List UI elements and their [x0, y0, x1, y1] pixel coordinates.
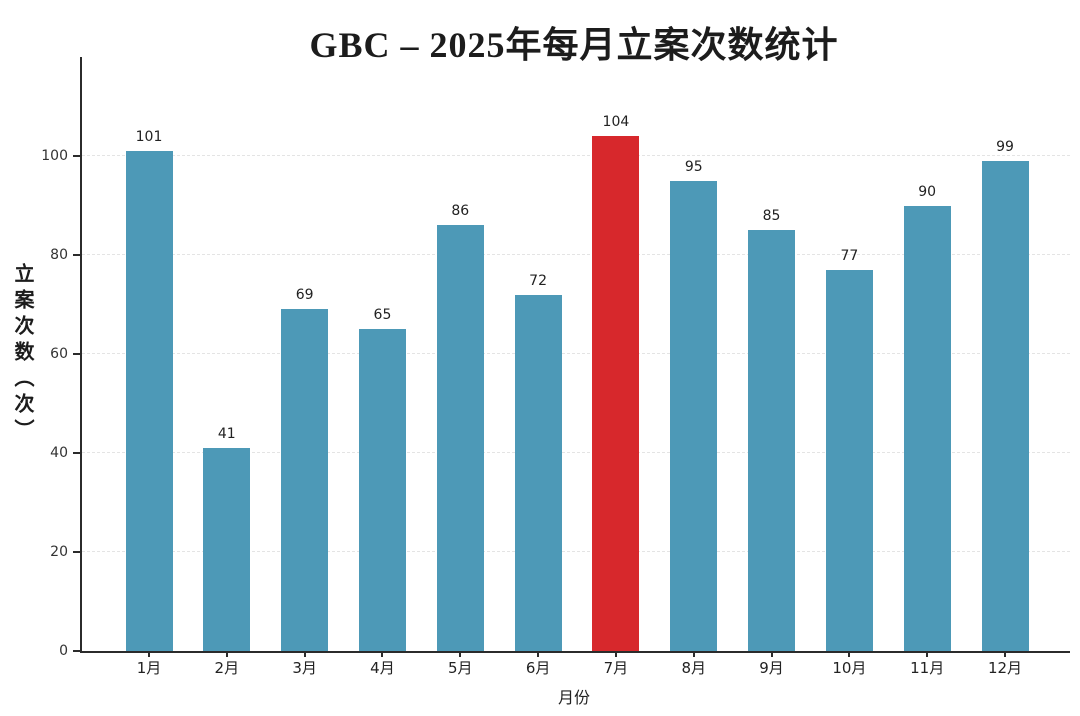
x-tick-mark [537, 651, 540, 657]
bar-value-label: 72 [529, 272, 547, 289]
gridline [82, 155, 1070, 156]
bar-value-label: 86 [451, 203, 470, 220]
y-tick-mark [73, 452, 80, 454]
bar-value-label: 77 [840, 247, 859, 264]
bar-2月 [203, 448, 251, 651]
x-tick-label: 5月 [447, 659, 473, 677]
y-tick-label: 20 [50, 544, 68, 560]
x-tick-label: 6月 [525, 659, 551, 677]
bar-value-label: 41 [217, 426, 236, 443]
bar-value-label: 99 [996, 138, 1014, 155]
x-tick-label: 10月 [832, 659, 867, 677]
bar-1月 [125, 151, 173, 651]
y-tick-label: 80 [50, 247, 68, 263]
bar-value-label: 69 [295, 287, 314, 304]
y-tick-mark [73, 551, 80, 553]
bar-value-label: 65 [373, 307, 392, 324]
x-tick-label: 12月 [987, 659, 1023, 677]
x-tick-mark [225, 651, 228, 657]
bar-value-label: 95 [684, 158, 703, 175]
x-tick-mark [459, 651, 462, 657]
bar-4月 [358, 329, 406, 651]
x-tick-mark [1004, 651, 1007, 657]
bar-10月 [825, 269, 873, 651]
x-tick-label: 4月 [370, 659, 395, 677]
x-tick-mark [770, 651, 773, 657]
y-axis-label: 立案次数（次） [11, 263, 33, 445]
bar-7月 [592, 136, 640, 651]
bar-6月 [514, 294, 562, 651]
y-tick-label: 40 [50, 445, 68, 461]
x-tick-mark [848, 651, 851, 657]
gridline [82, 353, 1070, 354]
x-tick-label: 2月 [214, 659, 240, 677]
bar-value-label: 104 [602, 114, 630, 131]
x-tick-label: 1月 [136, 659, 162, 677]
gridline [82, 452, 1070, 453]
y-tick-label: 0 [59, 643, 68, 659]
bar-11月 [903, 205, 951, 651]
bar-9月 [748, 230, 796, 651]
bar-value-label: 85 [762, 208, 781, 225]
bar-5月 [436, 225, 484, 651]
bar-3月 [281, 309, 329, 651]
plot-area: 0 20 40 60 80 100 101 1月 41 2月 69 3月 65 4月 86 5月 72 6月 104… [41, 57, 1070, 677]
bar-value-label: 90 [918, 183, 937, 200]
x-tick-label: 3月 [292, 659, 317, 677]
y-tick-label: 100 [41, 148, 68, 164]
x-tick-mark [148, 651, 150, 657]
y-tick-mark [73, 353, 80, 355]
x-tick-label: 8月 [681, 659, 706, 677]
x-tick-label: 7月 [603, 659, 629, 677]
y-tick-mark [73, 254, 80, 256]
x-tick-label: 11月 [910, 659, 945, 677]
x-tick-mark [381, 651, 384, 657]
bar-8月 [670, 180, 718, 651]
x-axis-label: 月份 [557, 688, 590, 707]
gridline [82, 551, 1070, 552]
y-tick-mark [73, 650, 80, 652]
x-tick-mark [926, 651, 929, 657]
gridline [82, 254, 1070, 255]
x-tick-mark [692, 651, 695, 657]
bar-12月 [981, 160, 1029, 651]
y-tick-label: 60 [50, 346, 68, 362]
x-tick-mark [614, 651, 617, 657]
x-tick-mark [303, 651, 306, 657]
bar-value-label: 101 [135, 129, 163, 146]
chart-title: GBC – 2025年每月立案次数统计 [309, 25, 839, 65]
x-tick-label: 9月 [759, 659, 784, 677]
y-tick-mark [73, 155, 80, 157]
